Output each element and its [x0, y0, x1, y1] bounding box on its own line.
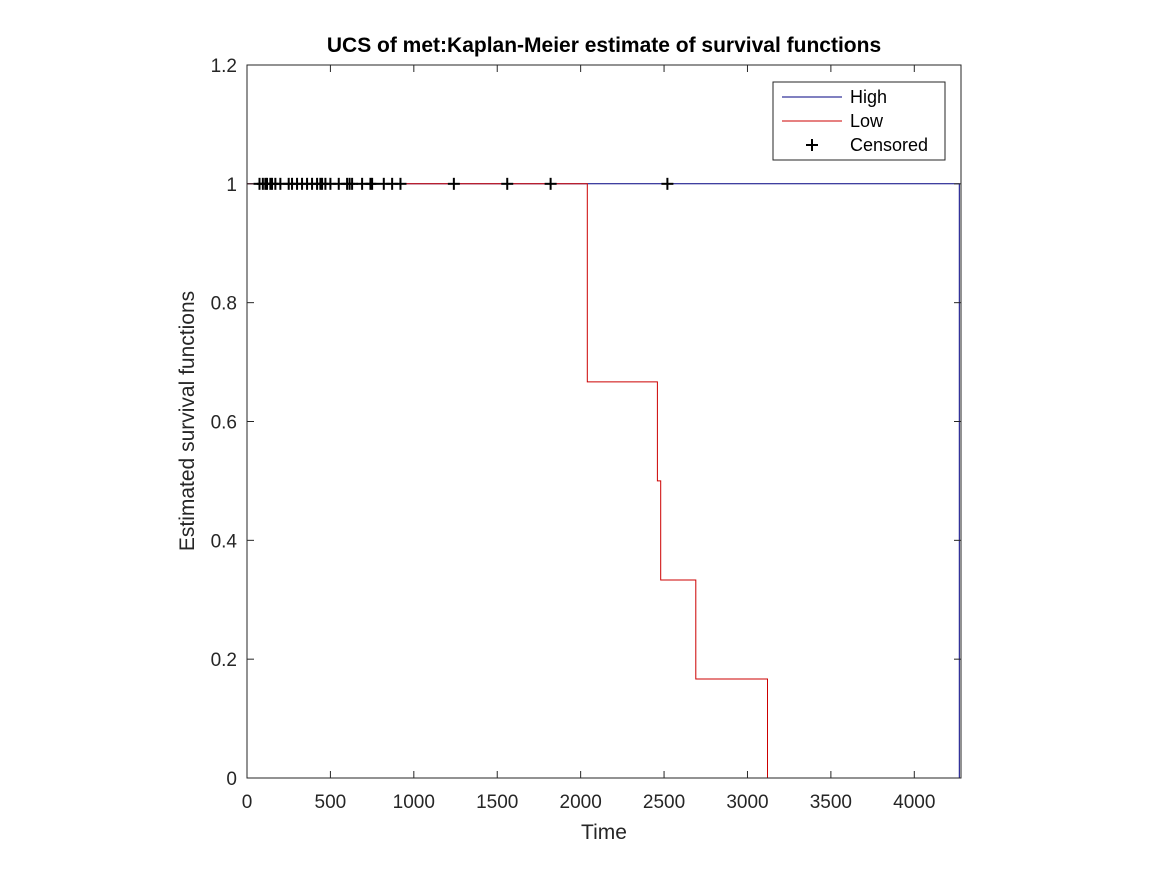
censored-marker	[661, 177, 674, 190]
censored-marker	[447, 177, 460, 190]
censored-marker	[544, 177, 557, 190]
x-tick-label: 4000	[893, 792, 935, 813]
x-tick-label: 0	[242, 792, 253, 813]
y-tick-label: 0	[226, 769, 237, 790]
x-tick-label: 1500	[476, 792, 518, 813]
chart-title: UCS of met:Kaplan-Meier estimate of surv…	[327, 34, 881, 57]
x-axis: 0 500 1000 1500 2000 2500 3000 3500 4000	[242, 65, 935, 813]
censored-marker	[346, 177, 359, 190]
x-tick-label: 3500	[810, 792, 852, 813]
y-tick-label: 0.4	[211, 531, 238, 552]
censored-marker	[501, 177, 514, 190]
series-line-low	[247, 183, 768, 778]
x-tick-label: 500	[315, 792, 347, 813]
plot-area-frame	[246, 64, 962, 779]
y-tick-label: 0.2	[211, 650, 237, 671]
legend-label-low: Low	[850, 111, 884, 131]
legend-label-censored: Censored	[850, 135, 928, 155]
x-tick-label: 2500	[643, 792, 685, 813]
x-tick-label: 1000	[393, 792, 435, 813]
y-axis: 0 0.2 0.4 0.6 0.8 1 1.2	[211, 56, 961, 790]
series-layer	[247, 183, 960, 778]
y-tick-label: 0.8	[211, 294, 237, 315]
legend: High Low Censored	[772, 81, 946, 161]
y-tick-label: 1	[226, 175, 237, 196]
y-tick-label: 1.2	[211, 56, 237, 77]
x-tick-label: 2000	[560, 792, 602, 813]
censor-layer	[253, 177, 674, 190]
censored-marker	[394, 177, 407, 190]
legend-marker-censored	[806, 139, 818, 151]
y-axis-label: Estimated survival functions	[176, 291, 199, 551]
y-tick-label: 0.6	[211, 413, 237, 434]
censored-marker	[366, 177, 379, 190]
legend-label-high: High	[850, 87, 887, 107]
series-line-high	[247, 183, 960, 778]
x-tick-label: 3000	[726, 792, 768, 813]
x-axis-label: Time	[581, 821, 627, 844]
